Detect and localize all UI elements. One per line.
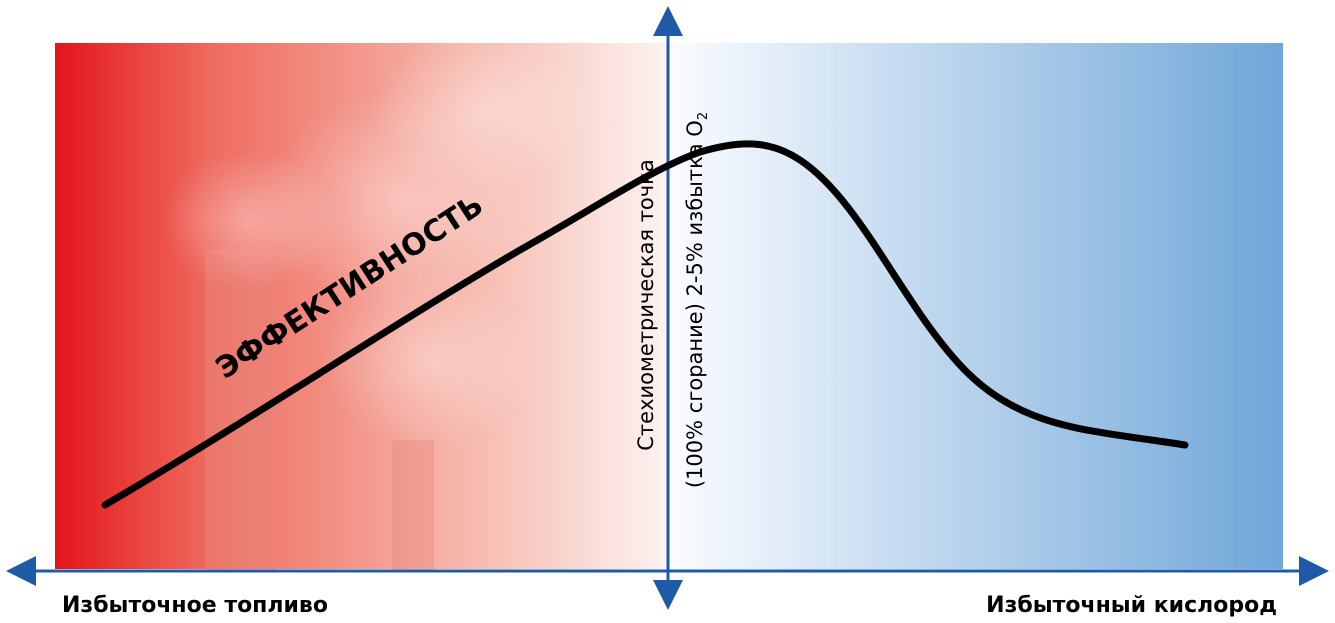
oxygen-zone	[668, 43, 1283, 569]
diagram: ЭФФЕКТИВНОСТЬ Стехиометрическая точка (1…	[0, 0, 1335, 623]
center-label-2: (100% сгорание) 2-5% избытка O2	[683, 112, 711, 488]
center-label-2-text: (100% сгорание) 2-5% избытка O	[683, 120, 707, 488]
right-label: Избыточный кислород	[986, 593, 1277, 618]
center-label-2-sub: 2	[696, 112, 711, 120]
left-label: Избыточное топливо	[62, 593, 328, 618]
center-label-1: Стехиометрическая точка	[634, 159, 658, 451]
